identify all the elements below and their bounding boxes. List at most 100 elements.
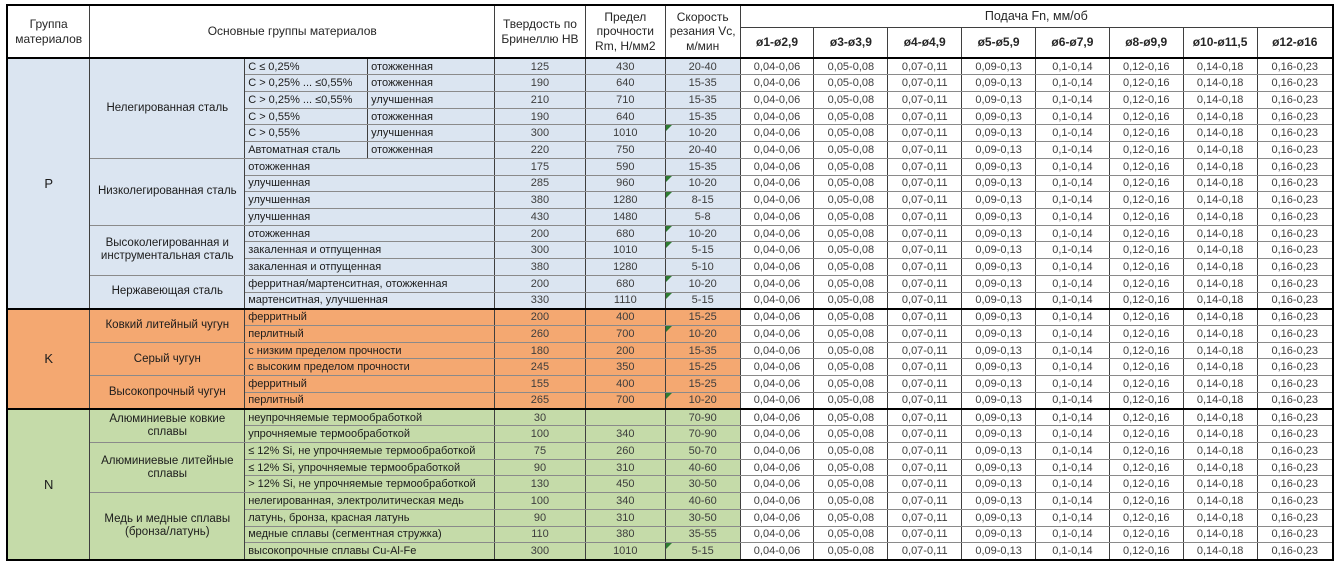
feed-value-cell: 0,04-0,06 bbox=[739, 542, 815, 561]
strength-rm-cell: 680 bbox=[584, 224, 666, 243]
strength-rm-cell: 260 bbox=[584, 442, 666, 460]
feed-value-cell: 0,16-0,23 bbox=[1256, 307, 1334, 326]
table-row: Низколегированная сталь отожженная 175 590 1… bbox=[7, 157, 1334, 226]
feed-value-cell: 0,14-0,18 bbox=[1182, 341, 1258, 360]
feed-value-cell: 0,16-0,23 bbox=[1256, 492, 1334, 510]
cutting-speed-vc-cell: 10-20 bbox=[664, 325, 741, 343]
feed-value-cell: 0,1-0,14 bbox=[1035, 107, 1110, 126]
feed-value-cell: 0,16-0,23 bbox=[1256, 508, 1334, 527]
cutting-speed-vc-cell: 70-90 bbox=[664, 425, 741, 444]
feed-value-cell: 0,07-0,11 bbox=[887, 442, 963, 460]
material-condition-cell: C ≤ 0,25% bbox=[244, 57, 369, 76]
feed-value-cell: 0,16-0,23 bbox=[1256, 358, 1334, 377]
feed-value-cell: 0,05-0,08 bbox=[813, 307, 889, 326]
diameter-header-row: ø1-ø2,9 ø3-ø3,9 ø4-ø4,9 ø5-ø5,9 ø6-ø7,9 ø8-ø9… bbox=[7, 26, 1334, 59]
table-row: закаленная и отпущенная 300 1010 5-15 0,04-0… bbox=[7, 241, 1334, 260]
group-code-cell: K bbox=[6, 307, 91, 410]
feed-value-cell: 0,14-0,18 bbox=[1182, 90, 1258, 109]
feed-value-cell: 0,1-0,14 bbox=[1035, 458, 1110, 477]
cutting-speed-vc-cell: 40-60 bbox=[664, 492, 741, 510]
feed-value-cell: 0,12-0,16 bbox=[1108, 341, 1184, 360]
hardness-hb-cell: 75 bbox=[494, 442, 586, 460]
feed-value-cell: 0,04-0,06 bbox=[739, 241, 815, 260]
table-row: Алюминиевые литейные сплавы ≤ 12% Si, не … bbox=[7, 442, 1334, 494]
feed-value-cell: 0,16-0,23 bbox=[1256, 174, 1334, 193]
hardness-hb-cell: 330 bbox=[494, 291, 586, 310]
table-row: перлитный 265 700 10-20 0,04-0,06 0,05-0,08 0,… bbox=[7, 391, 1334, 410]
strength-rm-cell: 640 bbox=[584, 74, 666, 92]
feed-value-cell: 0,04-0,06 bbox=[739, 224, 815, 243]
material-state-cell: перлитный bbox=[244, 391, 496, 410]
strength-rm-cell: 680 bbox=[584, 274, 666, 293]
strength-rm-cell: 380 bbox=[584, 525, 666, 544]
feed-value-cell: 0,09-0,13 bbox=[961, 425, 1036, 444]
feed-value-cell: 0,04-0,06 bbox=[739, 391, 815, 410]
feed-value-cell: 0,04-0,06 bbox=[739, 191, 815, 209]
feed-diameter-header: ø10-ø11,5 bbox=[1182, 26, 1258, 59]
feed-value-cell: 0,07-0,11 bbox=[887, 74, 963, 92]
feed-value-cell: 0,05-0,08 bbox=[813, 492, 889, 510]
feed-value-cell: 0,07-0,11 bbox=[887, 341, 963, 360]
feed-value-cell: 0,05-0,08 bbox=[813, 542, 889, 561]
subgroup-name-cell: Серый чугун bbox=[89, 341, 246, 377]
feed-value-cell: 0,05-0,08 bbox=[813, 241, 889, 260]
material-state-cell: упрочняемые термообработкой bbox=[244, 425, 496, 444]
feed-value-cell: 0,14-0,18 bbox=[1182, 74, 1258, 92]
feed-value-cell: 0,1-0,14 bbox=[1035, 341, 1110, 360]
feed-value-cell: 0,04-0,06 bbox=[739, 408, 815, 427]
strength-rm-cell: 400 bbox=[584, 375, 666, 393]
feed-value-cell: 0,04-0,06 bbox=[739, 508, 815, 527]
feed-value-cell: 0,1-0,14 bbox=[1035, 74, 1110, 92]
feed-value-cell: 0,12-0,16 bbox=[1108, 224, 1184, 243]
feed-value-cell: 0,14-0,18 bbox=[1182, 141, 1258, 159]
feed-value-cell: 0,04-0,06 bbox=[739, 291, 815, 310]
cutting-speed-vc-cell: 15-35 bbox=[664, 74, 741, 92]
feed-value-cell: 0,09-0,13 bbox=[961, 475, 1036, 494]
feed-value-cell: 0,09-0,13 bbox=[961, 57, 1036, 76]
col-header-cutting-speed: Скорость резания Vc, м/мин bbox=[664, 4, 741, 59]
strength-rm-cell: 1280 bbox=[584, 191, 666, 209]
feed-value-cell: 0,09-0,13 bbox=[961, 325, 1036, 343]
feed-value-cell: 0,05-0,08 bbox=[813, 107, 889, 126]
feed-value-cell: 0,05-0,08 bbox=[813, 90, 889, 109]
feed-value-cell: 0,14-0,18 bbox=[1182, 258, 1258, 276]
feed-diameter-header: ø6-ø7,9 bbox=[1035, 26, 1110, 59]
cutting-speed-vc-cell: 30-50 bbox=[664, 508, 741, 527]
material-state-cell: улучшенная bbox=[244, 207, 496, 226]
hardness-hb-cell: 90 bbox=[494, 458, 586, 477]
feed-value-cell: 0,07-0,11 bbox=[887, 358, 963, 377]
col-header-materials: Основные группы материалов bbox=[89, 4, 496, 59]
feed-value-cell: 0,14-0,18 bbox=[1182, 241, 1258, 260]
hardness-hb-cell: 155 bbox=[494, 375, 586, 393]
table-row: Серый чугун с низким пределом прочности 18… bbox=[7, 341, 1334, 377]
cutting-speed-vc-cell: 35-55 bbox=[664, 525, 741, 544]
hardness-hb-cell: 100 bbox=[494, 492, 586, 510]
cutting-speed-vc-cell: 50-70 bbox=[664, 442, 741, 460]
feed-value-cell: 0,12-0,16 bbox=[1108, 274, 1184, 293]
drilling-parameters-table: Группа материалов Основные группы матери… bbox=[6, 4, 1334, 561]
feed-value-cell: 0,05-0,08 bbox=[813, 442, 889, 460]
cutting-speed-vc-cell: 5-10 bbox=[664, 258, 741, 276]
strength-rm-cell: 750 bbox=[584, 141, 666, 159]
feed-value-cell: 0,12-0,16 bbox=[1108, 542, 1184, 561]
cutting-speed-vc-cell: 5-15 bbox=[664, 291, 741, 310]
hardness-hb-cell: 100 bbox=[494, 425, 586, 444]
feed-value-cell: 0,12-0,16 bbox=[1108, 207, 1184, 226]
feed-value-cell: 0,09-0,13 bbox=[961, 341, 1036, 360]
feed-value-cell: 0,09-0,13 bbox=[961, 391, 1036, 410]
feed-value-cell: 0,14-0,18 bbox=[1182, 224, 1258, 243]
strength-rm-cell: 640 bbox=[584, 107, 666, 126]
feed-value-cell: 0,16-0,23 bbox=[1256, 258, 1334, 276]
feed-value-cell: 0,12-0,16 bbox=[1108, 408, 1184, 427]
feed-value-cell: 0,14-0,18 bbox=[1182, 124, 1258, 143]
feed-value-cell: 0,05-0,08 bbox=[813, 157, 889, 176]
feed-value-cell: 0,05-0,08 bbox=[813, 508, 889, 527]
col-header-feed: Подача Fn, мм/об bbox=[739, 4, 1334, 28]
feed-value-cell: 0,14-0,18 bbox=[1182, 508, 1258, 527]
feed-value-cell: 0,05-0,08 bbox=[813, 74, 889, 92]
strength-rm-cell: 700 bbox=[584, 325, 666, 343]
table-row: медные сплавы (сегментная стружка) 110 380… bbox=[7, 525, 1334, 544]
feed-value-cell: 0,1-0,14 bbox=[1035, 542, 1110, 561]
table-row: закаленная и отпущенная 380 1280 5-10 0,04-0… bbox=[7, 258, 1334, 276]
hardness-hb-cell: 220 bbox=[494, 141, 586, 159]
